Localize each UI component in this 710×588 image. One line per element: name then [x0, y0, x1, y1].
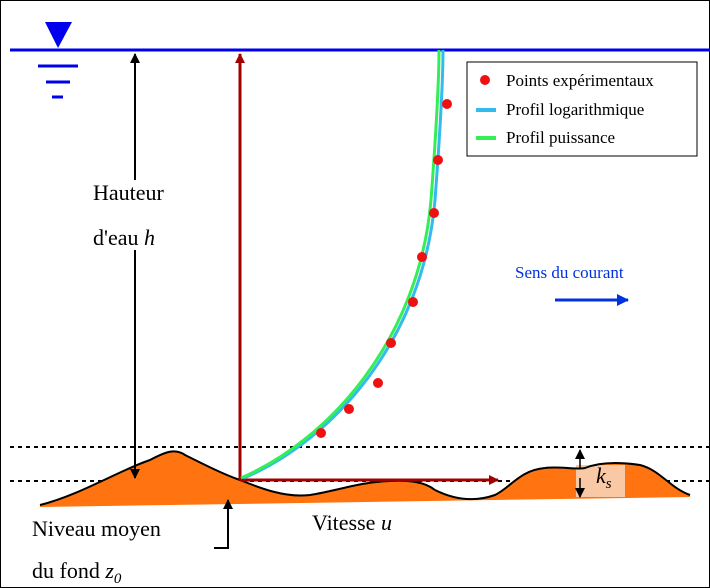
point	[433, 155, 443, 165]
point	[344, 404, 354, 414]
point	[417, 252, 427, 262]
point	[316, 428, 326, 438]
bed-subscript: 0	[114, 571, 122, 587]
legend-label: Points expérimentaux	[506, 71, 654, 90]
bed-symbol: z	[104, 558, 114, 583]
point	[429, 208, 439, 218]
legend-label: Profil logarithmique	[506, 100, 644, 119]
roughness-subscript: s	[606, 476, 612, 492]
point	[386, 338, 396, 348]
point	[408, 297, 418, 307]
point	[373, 378, 383, 388]
legend-label: Profil puissance	[506, 128, 615, 147]
bed-label: Niveau moyen	[32, 516, 161, 541]
height-label: d'eau h	[93, 225, 155, 250]
velocity-text: Vitesse	[312, 510, 375, 535]
velocity-symbol: u	[381, 510, 392, 535]
bed-text: du fond	[32, 558, 100, 583]
height-label: Hauteur	[93, 180, 165, 205]
height-label-text: d'eau	[93, 225, 139, 250]
height-symbol: h	[144, 225, 155, 250]
diagram: Points expérimentaux Profil logarithmiqu…	[0, 0, 710, 588]
velocity-label: Vitesse u	[312, 510, 392, 535]
current-label: Sens du courant	[515, 263, 624, 282]
legend-point	[480, 75, 490, 85]
bed-label: du fond z0	[32, 558, 122, 587]
point	[442, 99, 452, 109]
